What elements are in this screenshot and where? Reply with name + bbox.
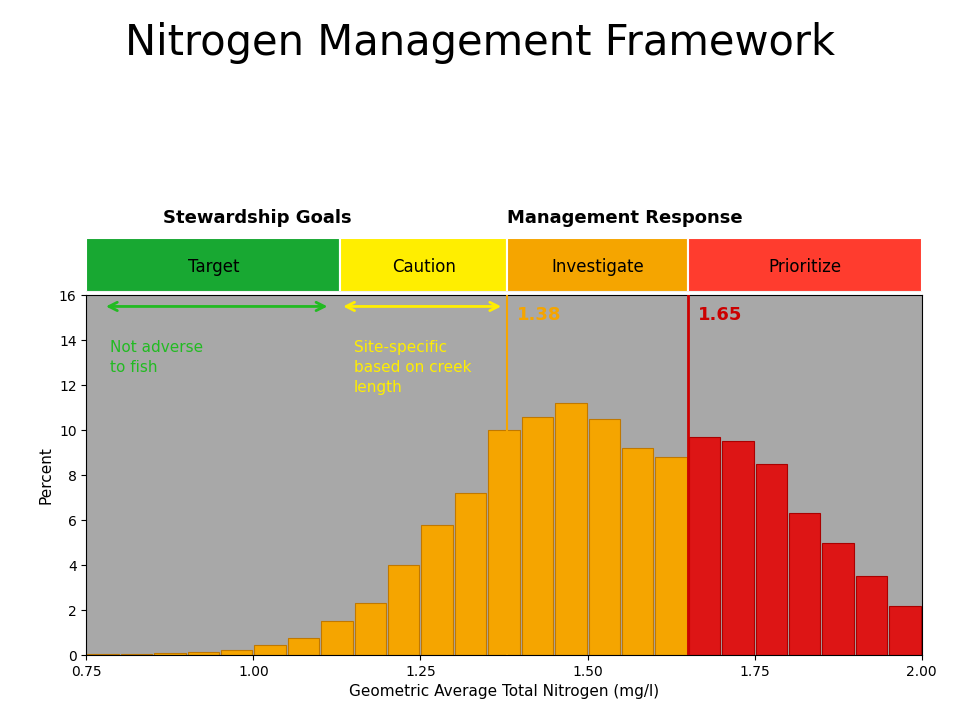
Bar bbox=[155, 653, 185, 655]
Bar bbox=[687, 238, 922, 292]
Bar bbox=[288, 639, 320, 655]
Bar bbox=[254, 645, 286, 655]
Text: Investigate: Investigate bbox=[551, 258, 644, 276]
Text: Site-specific
based on creek
length: Site-specific based on creek length bbox=[353, 341, 471, 395]
Bar bbox=[588, 419, 620, 655]
Bar bbox=[322, 621, 352, 655]
Bar bbox=[507, 238, 687, 292]
Text: Not adverse
to fish: Not adverse to fish bbox=[109, 341, 203, 375]
Y-axis label: Percent: Percent bbox=[38, 446, 54, 504]
Text: Management Response: Management Response bbox=[507, 209, 743, 227]
Text: Prioritize: Prioritize bbox=[768, 258, 841, 276]
Bar bbox=[789, 513, 821, 655]
Bar bbox=[756, 464, 787, 655]
Text: Caution: Caution bbox=[392, 258, 456, 276]
Bar bbox=[622, 448, 654, 655]
Bar bbox=[688, 437, 720, 655]
Bar bbox=[187, 652, 219, 655]
Bar bbox=[823, 543, 853, 655]
Bar bbox=[221, 649, 252, 655]
Text: 1.65: 1.65 bbox=[698, 307, 742, 325]
Bar bbox=[656, 457, 686, 655]
Text: Stewardship Goals: Stewardship Goals bbox=[163, 209, 352, 227]
Bar bbox=[889, 606, 921, 655]
Bar bbox=[722, 441, 754, 655]
Bar bbox=[340, 238, 507, 292]
Bar bbox=[121, 654, 153, 655]
Bar bbox=[489, 431, 519, 655]
Text: 1.38: 1.38 bbox=[517, 307, 562, 325]
Bar bbox=[388, 565, 420, 655]
Bar bbox=[86, 238, 340, 292]
Bar bbox=[354, 603, 386, 655]
Bar bbox=[521, 417, 553, 655]
Bar bbox=[421, 525, 453, 655]
Text: Target: Target bbox=[187, 258, 239, 276]
X-axis label: Geometric Average Total Nitrogen (mg/l): Geometric Average Total Nitrogen (mg/l) bbox=[348, 685, 660, 699]
Bar bbox=[555, 403, 587, 655]
Text: Nitrogen Management Framework: Nitrogen Management Framework bbox=[125, 22, 835, 63]
Bar bbox=[455, 493, 487, 655]
Bar bbox=[855, 577, 887, 655]
Bar bbox=[87, 654, 119, 655]
